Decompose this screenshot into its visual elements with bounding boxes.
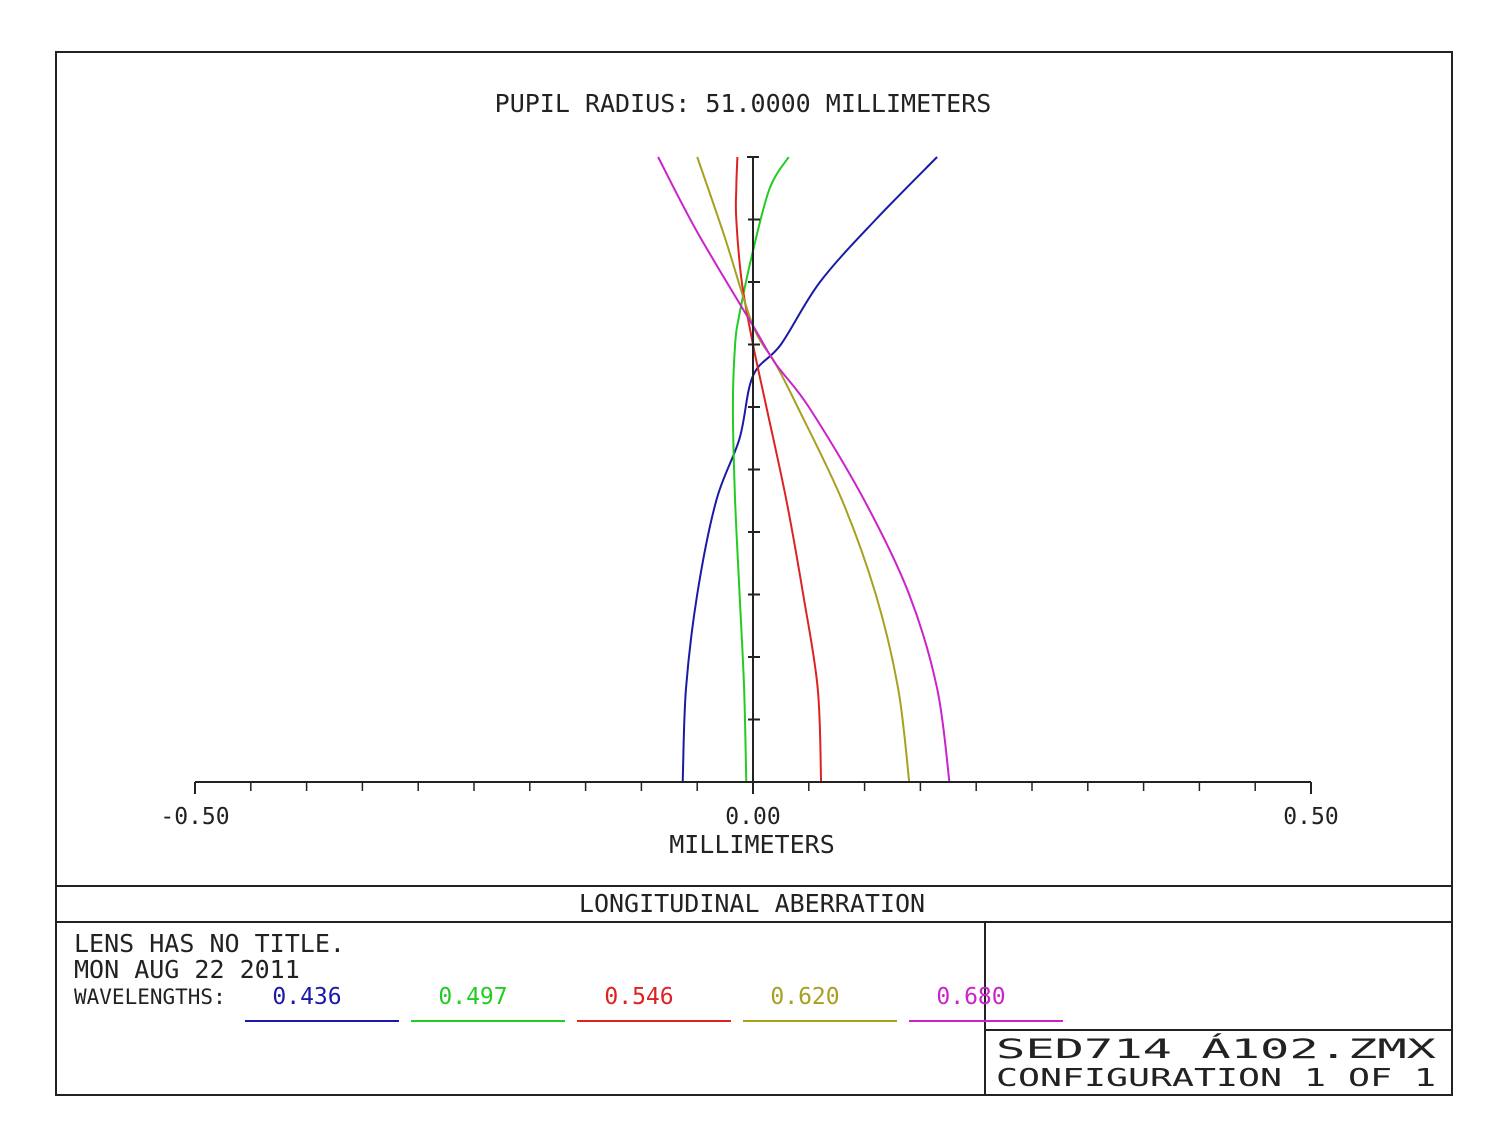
axes-layer	[194, 156, 1312, 794]
lens-title: LENS HAS NO TITLE.	[74, 929, 345, 958]
x-tick-label: 0.00	[725, 804, 780, 830]
chart-title: PUPIL RADIUS: 51.0000 MILLIMETERS	[495, 89, 992, 118]
legend-label-0-620: 0.620	[770, 984, 839, 1010]
file-name: SED714 Á102.ZMX	[996, 1033, 1436, 1065]
figure-frame	[55, 51, 1453, 1096]
x-axis-label: MILLIMETERS	[669, 830, 835, 859]
series-line-0-436	[681, 156, 938, 783]
x-tick-labels: -0.50 0.00 0.50	[160, 804, 1338, 830]
legend-label-0-497: 0.497	[438, 984, 507, 1010]
x-tick-label: 0.50	[1283, 804, 1338, 830]
wavelengths-label: WAVELENGTHS:	[74, 985, 226, 1009]
legend-label-0-546: 0.546	[604, 984, 673, 1010]
legend-label-0-436: 0.436	[272, 984, 341, 1010]
series-layer	[657, 156, 951, 783]
wavelength-legend: 0.436 0.497 0.546 0.620 0.680	[245, 984, 1063, 1022]
series-line-0-497	[731, 156, 790, 783]
date-label: MON AUG 22 2011	[74, 955, 300, 984]
series-line-0-680	[657, 156, 951, 783]
configuration-label: CONFIGURATION 1 OF 1	[996, 1063, 1436, 1092]
series-line-0-546	[734, 156, 823, 783]
plot-type-label: LONGITUDINAL ABERRATION	[579, 889, 925, 918]
x-tick-label: -0.50	[160, 804, 229, 830]
series-line-0-620	[696, 156, 911, 783]
legend-label-0-680: 0.680	[936, 984, 1005, 1010]
